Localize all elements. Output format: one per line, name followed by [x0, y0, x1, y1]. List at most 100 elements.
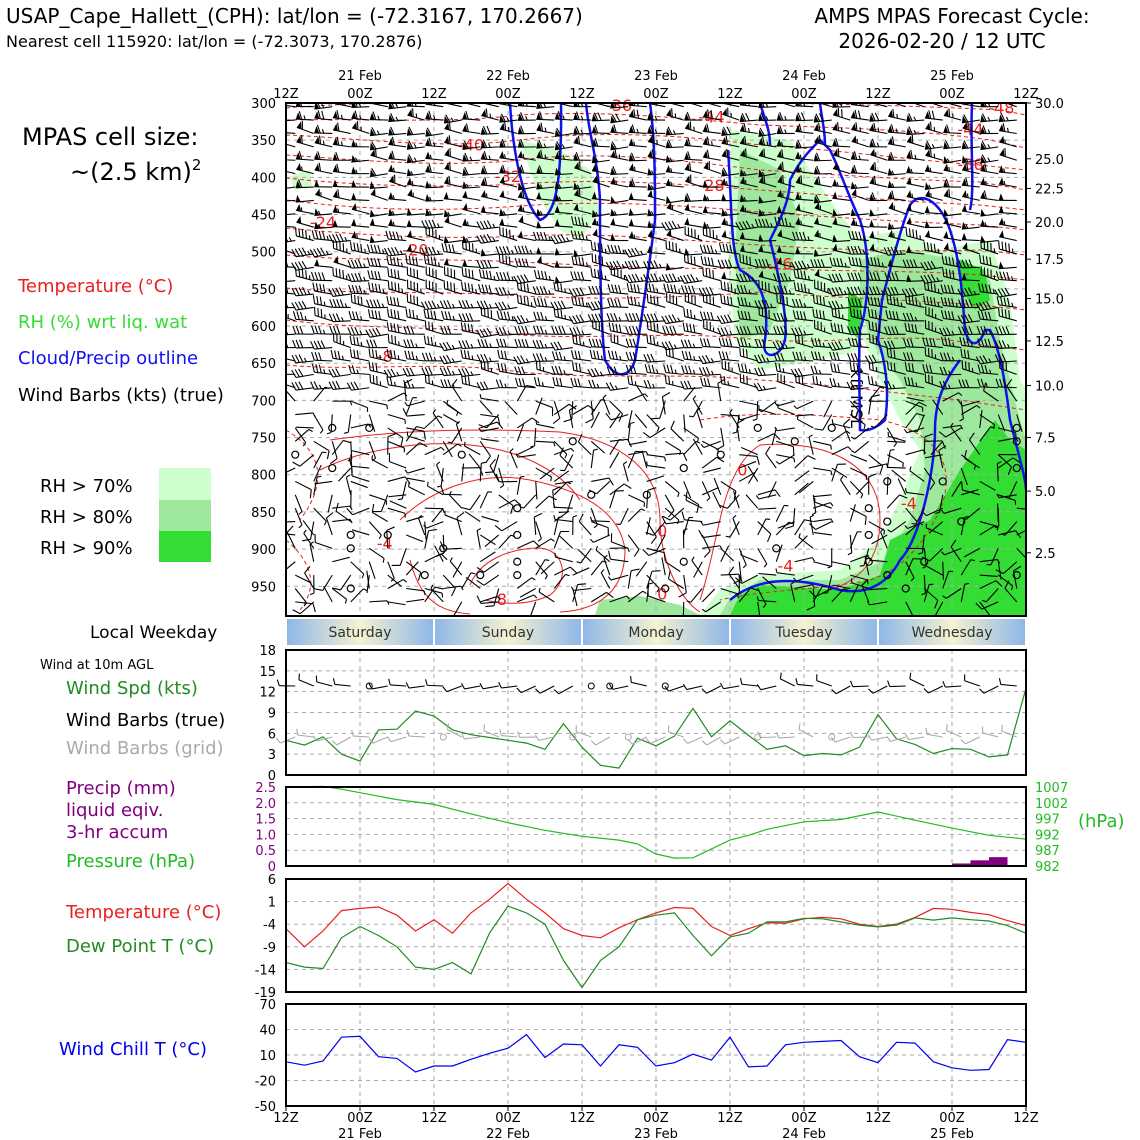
wind-barb — [645, 521, 666, 536]
wind-barb — [700, 377, 721, 389]
wind-barb — [329, 325, 351, 335]
wind-barb — [850, 467, 868, 480]
wind-barb — [752, 401, 759, 421]
wind-barb — [1004, 580, 1018, 603]
wind-barb — [868, 394, 880, 415]
wind-barb — [369, 600, 390, 605]
wind-barb — [275, 736, 296, 744]
wind-barb — [887, 680, 906, 688]
wind-barb — [478, 269, 499, 282]
wind-barb — [925, 148, 943, 161]
wind-barb — [661, 220, 684, 231]
wind-barb — [559, 535, 574, 549]
wind-barb — [942, 570, 953, 589]
wind-barb — [740, 550, 758, 563]
wind-barb — [424, 586, 444, 603]
wind-barb — [587, 300, 610, 311]
wind-barb — [918, 534, 925, 555]
forecast-title: AMPS MPAS Forecast Cycle: — [814, 4, 1089, 28]
pressure-label: Pressure (hPa) — [66, 851, 195, 872]
wind-barb — [386, 348, 407, 362]
wind-barb — [332, 239, 351, 255]
wind-barb — [571, 216, 592, 228]
wind-barb — [302, 521, 315, 542]
wind-barb — [539, 467, 555, 480]
wind-barb — [981, 726, 999, 738]
wind-barb — [552, 400, 561, 425]
wind-barb — [869, 192, 888, 202]
bottom-time-tick: 12Z — [865, 1111, 891, 1126]
wind-barb — [405, 561, 422, 581]
wind-barb — [610, 333, 629, 349]
wind-barb — [849, 504, 856, 522]
wind-barb — [589, 534, 610, 543]
wind-barb — [609, 483, 632, 496]
wind-barb — [758, 244, 777, 255]
wind-barb — [480, 306, 499, 322]
calm-circle — [569, 733, 577, 741]
wind-barb — [855, 481, 870, 495]
wind-barb — [717, 259, 740, 269]
wind-barb — [740, 148, 758, 161]
temp-contour-label: -28 — [698, 176, 724, 195]
pressure-tick-label: 850 — [251, 506, 276, 521]
wind-barb — [449, 557, 463, 576]
wind-barb — [938, 445, 947, 469]
wind-barb — [813, 165, 832, 175]
wind-barb — [600, 569, 611, 589]
wind-barb — [796, 415, 814, 429]
wind-barb — [682, 601, 685, 616]
wind-barb — [980, 125, 999, 135]
wind-barb — [793, 269, 814, 282]
wind-barb — [813, 194, 832, 204]
wind-barb — [591, 155, 610, 164]
wind-barb — [536, 220, 555, 229]
wind-barb — [809, 588, 832, 598]
windchill-line — [285, 1033, 1027, 1073]
wind-barb — [310, 340, 333, 350]
top-time-tick: 00Z — [347, 87, 373, 102]
wind-barb — [795, 103, 814, 108]
wind-barb — [517, 540, 541, 549]
calm-circle — [828, 733, 836, 741]
wind-barb — [368, 547, 385, 563]
wind-barb — [735, 220, 758, 231]
wind-barb — [811, 494, 817, 516]
wind-barb — [371, 455, 389, 469]
wind-barb — [886, 736, 906, 743]
wind-barb — [808, 434, 814, 455]
wind-barb — [332, 179, 351, 188]
temp-contour-label: -24 — [310, 213, 336, 232]
wind-barb — [461, 494, 481, 511]
wind-barb — [333, 255, 351, 268]
wind-barb — [868, 333, 888, 349]
wind-barb — [405, 308, 425, 322]
wind-barb — [476, 220, 499, 230]
wind-barb — [906, 149, 925, 161]
wind-barb — [570, 350, 592, 362]
wind-barb — [716, 314, 740, 325]
wind-barb — [424, 374, 444, 389]
wind-barb — [387, 476, 411, 485]
wind-barb — [867, 375, 888, 389]
wind-barb — [932, 399, 944, 415]
wind-barb — [739, 244, 758, 255]
wind-barb — [592, 228, 610, 242]
wind-barb — [773, 312, 795, 322]
wind-barb — [441, 243, 462, 255]
wind-barb — [814, 414, 833, 431]
wind-barb — [444, 161, 462, 175]
wind-barb — [814, 497, 832, 509]
cell-size-label: MPAS cell size: — [22, 123, 198, 151]
wind-barb — [514, 245, 536, 255]
calm-circle — [864, 530, 873, 540]
wind-barb — [806, 588, 816, 611]
wind-barb — [651, 400, 666, 420]
wind-barb — [827, 548, 833, 569]
wind-barb — [741, 447, 758, 456]
wind-barb — [532, 325, 555, 335]
wind-barb — [439, 367, 462, 377]
temp-contour-label: 0 — [657, 585, 667, 604]
wind-barb — [847, 298, 869, 309]
wind-barb — [798, 723, 814, 738]
